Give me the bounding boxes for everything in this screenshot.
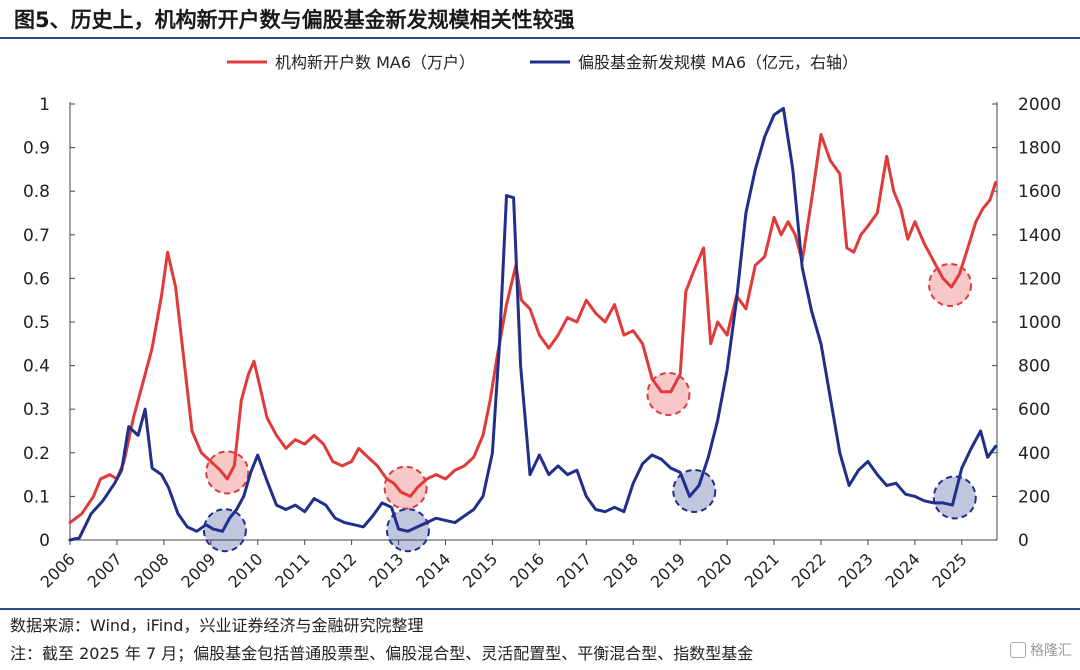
right-tick-label: 1600	[1018, 182, 1061, 202]
series-line-fund-issuance	[68, 106, 998, 542]
left-tick-label: 0.2	[23, 444, 50, 464]
right-tick-label: 1800	[1018, 139, 1061, 159]
x-tick-label: 2010	[224, 549, 266, 591]
left-tick-label: 0.3	[23, 400, 50, 420]
right-tick-label: 1200	[1018, 269, 1061, 289]
x-tick-label: 2014	[412, 549, 454, 591]
x-tick-label: 2023	[835, 549, 877, 591]
left-tick-label: 0.6	[23, 269, 50, 289]
highlight-circle	[646, 371, 691, 416]
right-tick-label: 0	[1018, 531, 1029, 551]
line-chart: 0 0.1 0.2 0.3 0.4 0.5 0.6 0.7 0.8 0.9 1 0 200 400 600 8…	[23, 53, 1061, 592]
legend-label: 机构新开户数 MA6（万户）	[275, 53, 475, 72]
x-tick-label: 2016	[506, 549, 548, 591]
x-tick-label: 2013	[365, 549, 407, 591]
watermark: 格隆汇	[1010, 640, 1072, 660]
left-tick-label: 0.4	[23, 357, 50, 377]
highlight-circle	[205, 450, 250, 495]
x-tick-label: 2015	[459, 549, 501, 591]
x-tick-label: 2009	[177, 549, 219, 591]
x-tick-label: 2020	[694, 549, 736, 591]
source-note: 数据来源：Wind，iFind，兴业证券经济与金融研究院整理	[10, 616, 424, 635]
x-tick-label: 2006	[37, 549, 79, 591]
left-tick-label: 0.8	[23, 182, 50, 202]
right-tick-label: 600	[1018, 400, 1050, 420]
left-tick-label: 1	[39, 95, 50, 115]
x-tick-label: 2024	[881, 549, 923, 591]
right-tick-label: 400	[1018, 444, 1050, 464]
series-line-accounts	[68, 133, 998, 525]
x-tick-label: 2019	[647, 549, 689, 591]
x-tick-label: 2021	[741, 549, 783, 591]
x-tick-label: 2008	[130, 549, 172, 591]
watermark-logo-icon	[1010, 642, 1026, 658]
right-tick-label: 2000	[1018, 95, 1061, 115]
x-tick-label: 2011	[271, 549, 313, 591]
footnote: 注：截至 2025 年 7 月；偏股基金包括普通股票型、偏股混合型、灵活配置型、…	[10, 644, 754, 663]
chart-title: 图5、历史上，机构新开户数与偏股基金新发规模相关性较强	[14, 8, 575, 32]
x-tick-label: 2018	[600, 549, 642, 591]
right-tick-label: 200	[1018, 487, 1050, 507]
x-tick-label: 2017	[553, 549, 595, 591]
bottom-rule	[0, 608, 1080, 610]
left-tick-label: 0.5	[23, 313, 50, 333]
left-tick-label: 0.9	[23, 139, 50, 159]
right-tick-label: 1000	[1018, 313, 1061, 333]
top-rule	[0, 37, 1080, 39]
left-tick-label: 0.1	[23, 487, 50, 507]
legend-label: 偏股基金新发规模 MA6（亿元，右轴）	[578, 53, 858, 72]
highlight-circle	[383, 465, 428, 510]
left-tick-label: 0	[39, 531, 50, 551]
right-tick-label: 1400	[1018, 226, 1061, 246]
x-tick-label: 2012	[318, 549, 360, 591]
right-tick-label: 800	[1018, 357, 1050, 377]
watermark-text: 格隆汇	[1030, 643, 1072, 659]
highlight-circle	[202, 508, 247, 553]
x-tick-label: 2007	[84, 549, 126, 591]
left-tick-label: 0.7	[23, 226, 50, 246]
x-tick-label: 2022	[788, 549, 830, 591]
x-tick-label: 2025	[928, 549, 970, 591]
